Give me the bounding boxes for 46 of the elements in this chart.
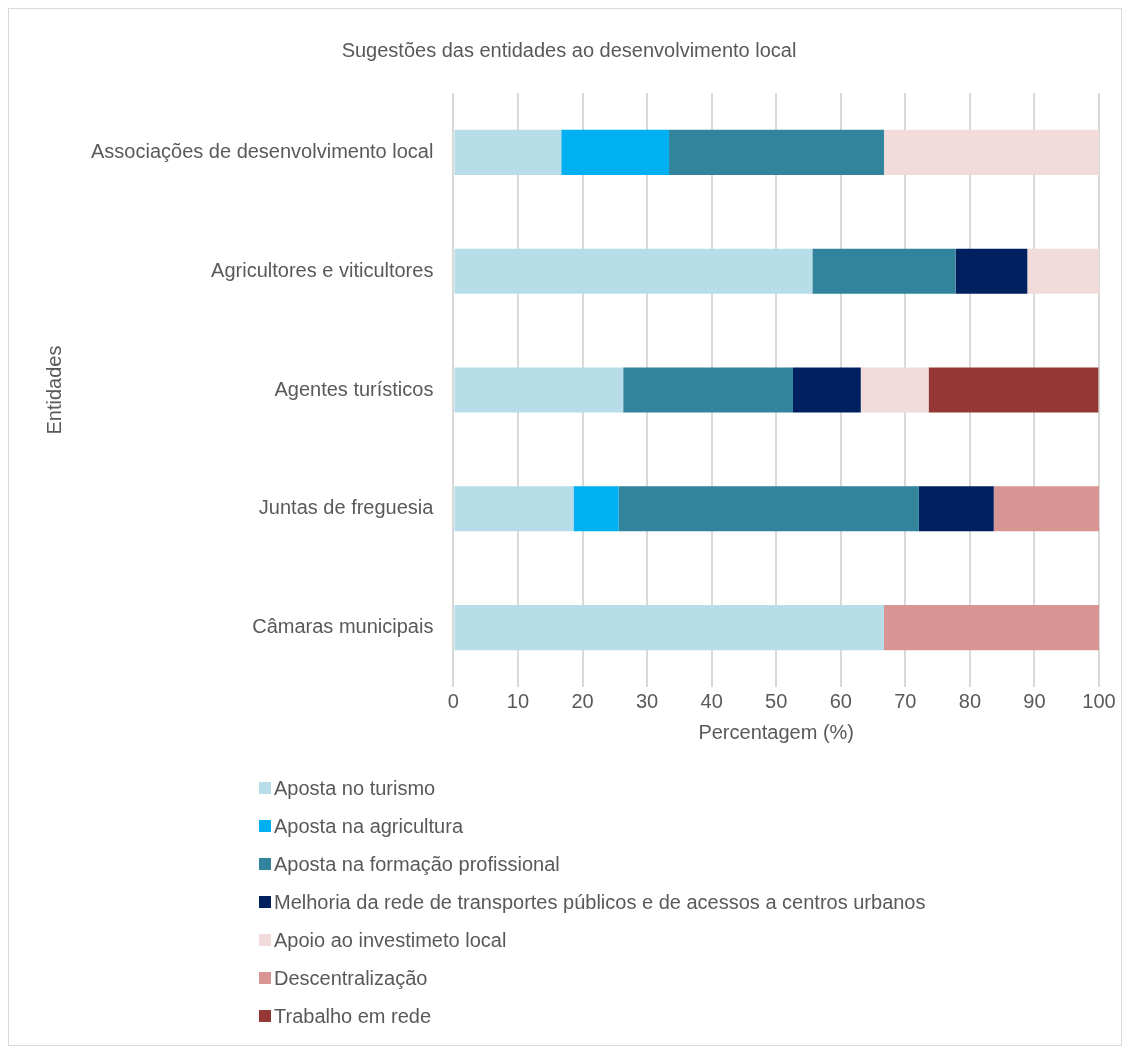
bar [884, 605, 1099, 651]
x-tick-label: 30 [635, 689, 659, 712]
x-tick-label: 0 [447, 689, 459, 712]
legend-label: Descentralização [274, 966, 428, 990]
bar [669, 129, 885, 175]
bar [618, 486, 919, 532]
x-tick-label: 50 [765, 689, 788, 712]
bar [812, 248, 956, 294]
bar [918, 486, 994, 532]
x-tick-label: 70 [894, 689, 917, 712]
bar [561, 129, 670, 175]
x-tick-label: 10 [506, 689, 530, 712]
bar [993, 486, 1099, 532]
y-tick-label: Agentes turísticos [274, 377, 434, 400]
bar [454, 248, 813, 294]
bar [884, 129, 1099, 175]
x-tick-label: 20 [571, 689, 594, 712]
bar [860, 367, 929, 413]
bar [454, 129, 562, 175]
chart-title: Sugestões das entidades ao desenvolvimento local [341, 38, 797, 61]
legend-label: Apoio ao investimeto local [274, 928, 507, 952]
bar [454, 486, 574, 532]
y-tick-label: Câmaras municipais [252, 615, 434, 638]
y-tick-label: Agricultores e viticultores [211, 258, 434, 281]
bar [792, 367, 861, 413]
bar [1027, 248, 1099, 294]
y-axis-title: Entidades [42, 345, 65, 435]
x-tick-label: 60 [829, 689, 852, 712]
bar [454, 367, 624, 413]
x-axis-title: Percentagem (%) [698, 720, 855, 743]
legend-label: Aposta na agricultura [274, 814, 464, 838]
x-tick-label: 40 [700, 689, 723, 712]
bar [454, 605, 885, 651]
legend-label: Aposta no turismo [274, 776, 436, 800]
x-tick-label: 100 [1082, 689, 1116, 712]
bar [573, 486, 619, 532]
x-tick-label: 90 [1023, 689, 1046, 712]
bar [928, 367, 1099, 413]
x-tick-label: 80 [958, 689, 982, 712]
legend-label: Aposta na formação profissional [274, 852, 560, 876]
y-tick-label: Associações de desenvolvimento local [90, 139, 434, 162]
legend-label: Trabalho em rede [274, 1004, 432, 1028]
legend-label: Melhoria da rede de transportes públicos e de acessos a centros urbanos [274, 890, 926, 914]
y-tick-label: Juntas de freguesia [258, 496, 435, 519]
bar [623, 367, 793, 413]
bar [955, 248, 1028, 294]
